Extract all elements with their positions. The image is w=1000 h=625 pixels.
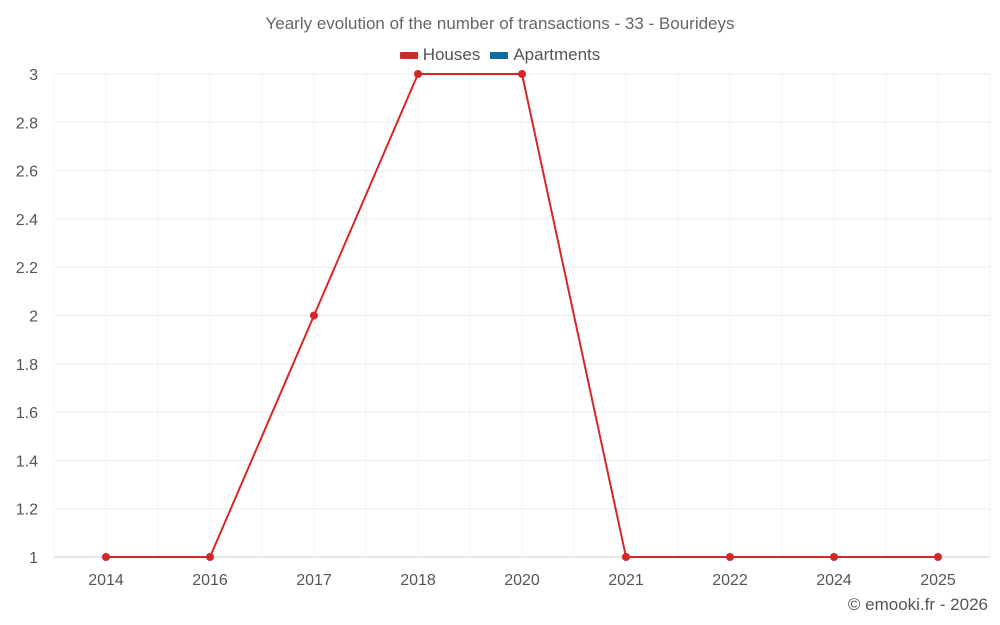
y-axis-ticks: 1 1.2 1.4 1.6 1.8 2 2.2 2.4 2.6 2.8 3: [16, 67, 38, 567]
y-tick-label: 2.8: [16, 115, 38, 132]
data-point-houses: [726, 553, 734, 561]
y-tick-label: 2.2: [16, 260, 38, 277]
y-tick-label: 1.8: [16, 357, 38, 374]
data-point-houses: [310, 311, 318, 320]
y-tick-label: 1.4: [16, 453, 38, 470]
legend-swatch-houses: [399, 51, 418, 59]
x-tick-label: 2018: [400, 572, 436, 589]
x-axis-ticks: 2014 2016 2017 2018 2020 2021 2022 2024 2025: [88, 572, 956, 589]
x-tick-label: 2016: [192, 572, 228, 589]
x-tick-label: 2024: [816, 572, 852, 589]
legend-swatch-apartments: [490, 51, 509, 59]
chart-title: Yearly evolution of the number of transa…: [265, 14, 735, 33]
data-point-houses: [622, 553, 630, 561]
x-tick-label: 2022: [712, 572, 748, 589]
copyright-footer: © emooki.fr - 2026: [847, 595, 988, 614]
data-point-houses: [830, 553, 838, 561]
y-tick-label: 1: [29, 550, 38, 567]
data-point-houses: [414, 70, 422, 78]
x-tick-label: 2025: [920, 572, 956, 589]
x-tick-label: 2021: [608, 572, 644, 589]
y-tick-label: 3: [29, 67, 38, 84]
x-tick-label: 2014: [88, 572, 124, 589]
x-tick-label: 2020: [504, 572, 540, 589]
legend-label-houses: Houses: [422, 45, 481, 64]
y-tick-label: 2: [29, 309, 38, 326]
data-point-houses: [102, 553, 110, 561]
grid-lines: [53, 73, 991, 558]
legend-item-houses[interactable]: Houses: [399, 45, 481, 65]
data-point-houses: [934, 553, 942, 561]
y-tick-label: 2.6: [16, 164, 38, 181]
chart-legend: Houses Apartments: [0, 45, 1000, 65]
y-tick-label: 1.6: [16, 405, 38, 422]
y-tick-label: 1.2: [16, 502, 38, 519]
legend-label-apartments: Apartments: [513, 45, 601, 64]
data-point-houses: [206, 553, 214, 561]
y-tick-label: 2.4: [16, 212, 38, 229]
series-group: [102, 70, 942, 561]
data-point-houses: [518, 70, 526, 78]
legend-item-apartments[interactable]: Apartments: [490, 45, 600, 65]
x-tick-label: 2017: [296, 572, 332, 589]
